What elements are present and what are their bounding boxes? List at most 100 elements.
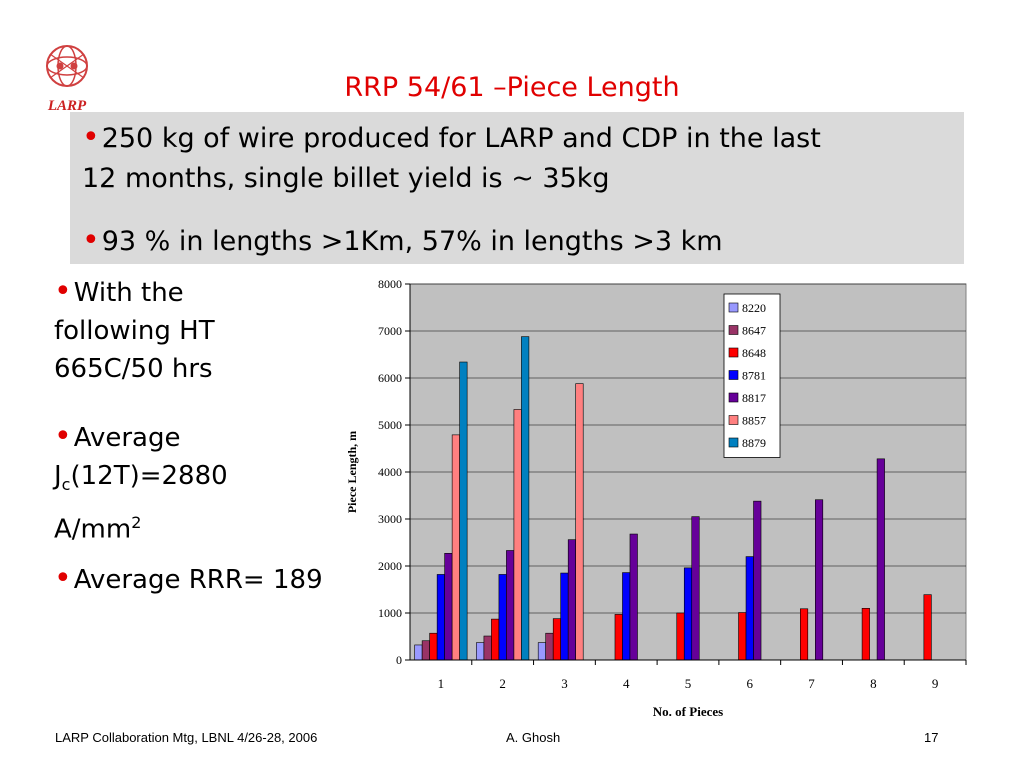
bar-8817-5 (691, 516, 700, 661)
x-tick-label: 1 (438, 676, 445, 691)
x-tick-label: 7 (808, 676, 815, 691)
axes: 0 1000 2000 3000 4000 5000 6000 7000 8000 1 2 3 4 5 6 7… (378, 277, 967, 691)
legend-label: 8817 (742, 391, 766, 405)
y-tick-label: 1000 (378, 606, 402, 620)
left-bullet-1-line1: With the (73, 278, 184, 308)
bullet-dot-icon: • (54, 274, 72, 309)
legend: 8220 8647 8648 8781 8817 8857 8879 (723, 293, 781, 458)
left-bullet-1: •With the following HT 665C/50 hrs (54, 273, 215, 388)
footer-page-number: 17 (924, 730, 939, 745)
legend-label: 8857 (742, 414, 766, 428)
x-tick-label: 2 (499, 676, 506, 691)
bullet-dot-icon: • (82, 120, 100, 155)
top-bullet-1-line1: 250 kg of wire produced for LARP and CDP… (101, 123, 821, 154)
bar-8648-4 (614, 614, 623, 661)
bar-8781-5 (683, 567, 693, 661)
legend-swatch (728, 415, 739, 425)
legend-swatch (728, 437, 739, 448)
larp-logo-emblem (46, 45, 88, 87)
bar-8817-2 (506, 550, 515, 661)
legend-swatch (728, 392, 739, 403)
jc-value: (12T)=2880 (70, 461, 228, 491)
y-tick-label: 7000 (378, 324, 402, 338)
bullet-dot-icon: • (54, 561, 72, 596)
y-tick-label: 6000 (378, 371, 402, 385)
bar-8879-2 (521, 336, 530, 661)
y-tick-label: 2000 (378, 559, 402, 573)
bar-8647-3 (545, 632, 554, 661)
left-bullet-2: •Average Jc(12T)=2880 A/mm2 (54, 418, 228, 549)
slide-title: RRP 54/61 –Piece Length (344, 72, 680, 103)
legend-swatch (728, 325, 739, 335)
legend-label: 8647 (742, 324, 766, 338)
bar-8817-7 (815, 499, 824, 661)
left-bullet-1-line3: 665C/50 hrs (54, 354, 213, 384)
legend-swatch (728, 302, 739, 313)
legend-label: 8879 (742, 436, 766, 450)
bars (414, 336, 932, 661)
bar-8817-3 (567, 539, 576, 661)
bar-8781-2 (498, 574, 507, 661)
bar-8857-2 (513, 409, 522, 661)
y-tick-label: 8000 (378, 277, 402, 291)
x-tick-label: 8 (870, 676, 877, 691)
bar-8781-4 (622, 572, 631, 661)
bar-8648-8 (861, 607, 870, 661)
gridlines (410, 283, 966, 614)
y-tick-label: 3000 (378, 512, 402, 526)
left-bullet-3: •Average RRR= 189 (54, 560, 323, 599)
y-axis-title: Piece Length, m (345, 431, 359, 513)
legend-label: 8648 (742, 346, 766, 360)
x-tick-label: 6 (747, 676, 754, 691)
jc-symbol: J (54, 461, 62, 491)
footer-center: A. Ghosh (506, 730, 561, 745)
bar-8648-9 (923, 594, 932, 661)
bar-8781-3 (560, 572, 569, 661)
top-bullet-2: •93 % in lengths >1Km, 57% in lengths >3… (82, 221, 723, 262)
x-tick-label: 4 (623, 676, 630, 691)
bar-8781-6 (745, 556, 754, 661)
bar-8817-6 (753, 500, 762, 661)
y-tick-label: 5000 (378, 418, 402, 432)
bar-8817-4 (629, 533, 638, 661)
bar-8817-1 (444, 553, 453, 661)
x-tick-label: 5 (685, 676, 692, 691)
bar-8648-6 (738, 612, 747, 661)
bar-8647-2 (483, 635, 492, 661)
left-bullet-1-line2: following HT (54, 316, 215, 346)
larp-logo-text: LARP (47, 98, 87, 114)
bullet-dot-icon: • (82, 223, 100, 258)
bar-8781-1 (436, 574, 445, 661)
bar-8857-1 (451, 434, 460, 661)
jc-unit-superscript: 2 (131, 513, 142, 533)
top-bullet-1-line2: 12 months, single billet yield is ~ 35kg (82, 163, 610, 194)
left-bullet-2-line1: Average (73, 423, 181, 453)
left-bullet-3-text: Average RRR= 189 (73, 565, 323, 595)
bar-8879-1 (459, 361, 468, 661)
jc-subscript: c (61, 475, 71, 495)
bar-8648-3 (552, 618, 561, 661)
bar-8648-2 (491, 618, 500, 661)
legend-label: 8781 (742, 369, 766, 383)
jc-unit: A/mm (54, 514, 132, 545)
top-bullet-2-text: 93 % in lengths >1Km, 57% in lengths >3 … (101, 226, 723, 257)
bar-8817-8 (876, 458, 885, 661)
legend-label: 8220 (742, 301, 766, 315)
y-tick-label: 0 (396, 653, 402, 667)
bar-8220-1 (414, 644, 423, 661)
legend-swatch (728, 347, 739, 358)
highlight-box (70, 112, 964, 264)
larp-logo: LARP (46, 45, 88, 114)
bar-8857-3 (575, 383, 584, 661)
x-tick-label: 9 (932, 676, 939, 691)
bullet-dot-icon: • (54, 419, 72, 454)
bar-8648-1 (429, 632, 438, 661)
bar-8648-7 (800, 608, 809, 661)
x-tick-label: 3 (561, 676, 568, 691)
bar-8647-1 (421, 640, 430, 661)
footer-left: LARP Collaboration Mtg, LBNL 4/26-28, 20… (55, 730, 318, 745)
x-axis-title: No. of Pieces (653, 704, 723, 719)
piece-length-chart: 0 1000 2000 3000 4000 5000 6000 7000 8000 1 2 3 4 5 6 7… (345, 277, 967, 719)
bar-8648-5 (676, 612, 685, 661)
bar-8220-3 (537, 642, 546, 661)
